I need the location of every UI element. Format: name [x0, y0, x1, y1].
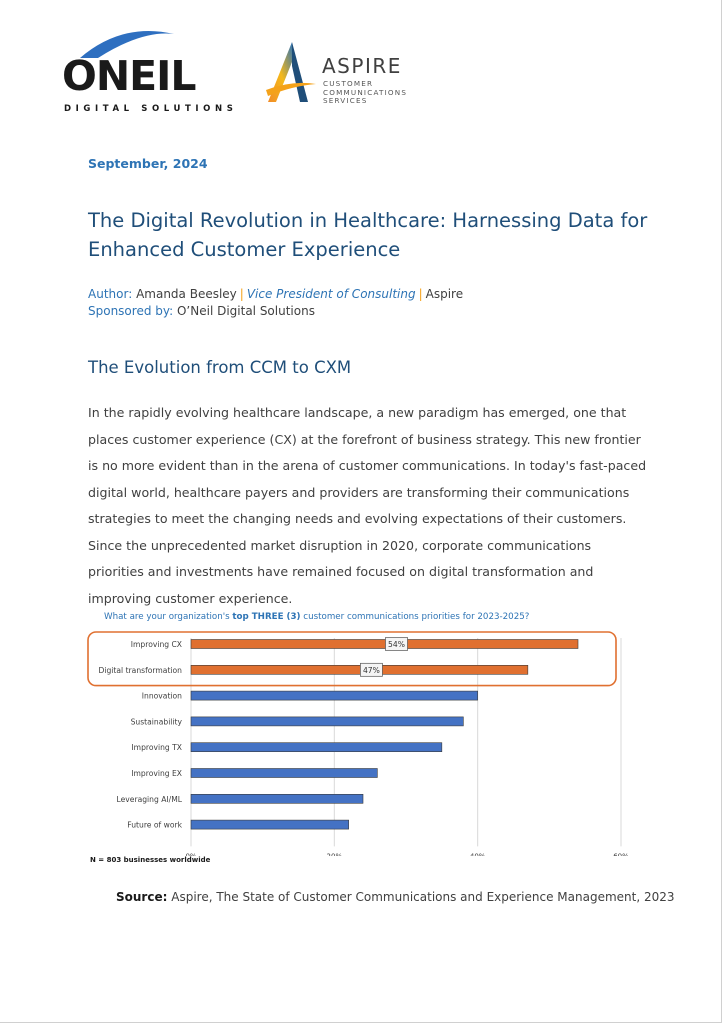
x-tick-label: 60%	[613, 852, 629, 856]
sponsor-name: O’Neil Digital Solutions	[176, 304, 315, 318]
data-label-box	[360, 662, 383, 677]
separator: |	[239, 287, 244, 301]
oneil-wordmark: ONEIL	[62, 52, 197, 100]
section-heading: The Evolution from CCM to CXM	[88, 358, 352, 377]
x-tick-label: 40%	[470, 852, 486, 856]
data-label: 47%	[363, 666, 380, 675]
byline: Author: Amanda Beesley | Vice President of…	[88, 286, 463, 320]
chart-title-suffix: customer communications priorities for 2…	[303, 612, 530, 622]
sponsor-label: Sponsored by:	[88, 304, 174, 318]
oneil-tagline: DIGITAL SOLUTIONS	[64, 104, 238, 114]
aspire-logo: ASPIRE CUSTOMER COMMUNICATIONS SERVICES	[262, 40, 422, 110]
category-label: Leveraging AI/ML	[117, 795, 183, 804]
document-title: The Digital Revolution in Healthcare: Ha…	[88, 209, 648, 261]
chart-title: What are your organization's top THREE (…	[104, 612, 529, 622]
chart-title-prefix: What are your organization's	[104, 612, 230, 622]
data-label-box	[385, 637, 408, 651]
aspire-tagline: CUSTOMER COMMUNICATIONS SERVICES	[323, 79, 408, 106]
category-label: Future of work	[127, 821, 182, 830]
aspire-a-icon	[266, 42, 316, 102]
bar	[190, 716, 464, 727]
category-label: Improving TX	[131, 743, 182, 752]
chart-plot: 0% 20% 40% 60% Improving CX 54% Digital transf…	[87, 631, 629, 856]
bar	[190, 794, 364, 804]
author-label: Author:	[88, 287, 133, 301]
aspire-wordmark: ASPIRE	[322, 54, 402, 78]
oneil-swoosh-icon	[80, 31, 174, 58]
bar	[190, 819, 349, 830]
source-label: Source:	[116, 890, 168, 904]
highlight-box	[87, 631, 617, 687]
category-label: Digital transformation	[99, 666, 183, 675]
bar	[190, 742, 443, 752]
aspire-tagline-line: SERVICES	[323, 96, 368, 105]
source-text: Aspire, The State of Customer Communicat…	[171, 890, 675, 904]
priorities-chart: What are your organization's top THREE (…	[80, 606, 640, 876]
publication-date: September, 2024	[88, 156, 208, 171]
bar	[190, 664, 529, 675]
bar	[190, 768, 378, 778]
author-company: Aspire	[425, 287, 464, 301]
category-label: Innovation	[142, 692, 182, 701]
x-tick-label: 0%	[185, 852, 196, 856]
separator: |	[418, 287, 423, 301]
author-name: Amanda Beesley	[136, 287, 237, 301]
body-paragraph: In the rapidly evolving healthcare lands…	[88, 405, 647, 606]
bar	[190, 690, 478, 701]
source-citation: Source: Aspire, The State of Customer Co…	[116, 890, 675, 904]
data-label: 54%	[388, 640, 405, 649]
author-role: Vice President of Consulting	[246, 287, 416, 301]
aspire-tagline-line: COMMUNICATIONS	[323, 87, 408, 97]
chart-sample-note: N = 803 businesses worldwide	[90, 856, 211, 864]
sponsor-line: Sponsored by: O’Neil Digital Solutions	[88, 303, 463, 320]
category-label: Improving EX	[131, 769, 182, 778]
bar	[190, 639, 579, 649]
author-line: Author: Amanda Beesley | Vice President of…	[88, 286, 463, 303]
x-tick-label: 20%	[327, 852, 343, 856]
category-label: Sustainability	[131, 717, 183, 726]
aspire-tagline-line: CUSTOMER	[323, 79, 374, 88]
oneil-logo: ONEIL DIGITAL SOLUTIONS	[62, 31, 238, 116]
chart-title-bold: top THREE (3)	[232, 612, 301, 622]
category-label: Improving CX	[131, 640, 182, 649]
